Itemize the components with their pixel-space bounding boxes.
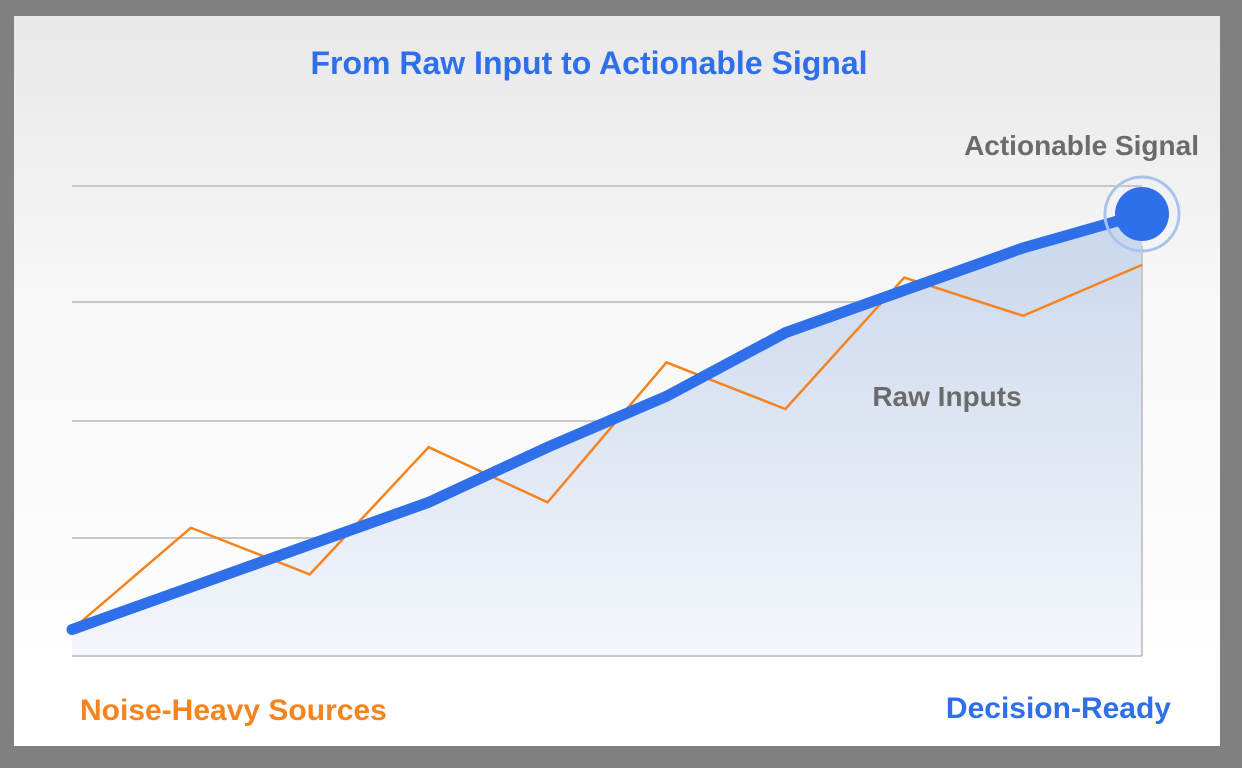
signal-line <box>66 208 1148 636</box>
noise-heavy-sources-label: Noise-Heavy Sources <box>80 694 387 727</box>
decision-ready-label: Decision-Ready <box>946 692 1171 725</box>
endpoint-marker <box>1115 187 1169 241</box>
raw-input-line <box>71 263 1143 631</box>
endpoint-halo <box>1103 175 1181 253</box>
chart-title: From Raw Input to Actionable Signal <box>310 45 867 81</box>
raw-inputs-label: Raw Inputs <box>872 381 1021 412</box>
actionable-signal-label: Actionable Signal <box>964 130 1199 161</box>
chart-frame: From Raw Input to Actionable Signal Acti… <box>14 16 1220 746</box>
signal-area <box>72 214 1142 656</box>
chart: From Raw Input to Actionable Signal Acti… <box>66 45 1199 727</box>
